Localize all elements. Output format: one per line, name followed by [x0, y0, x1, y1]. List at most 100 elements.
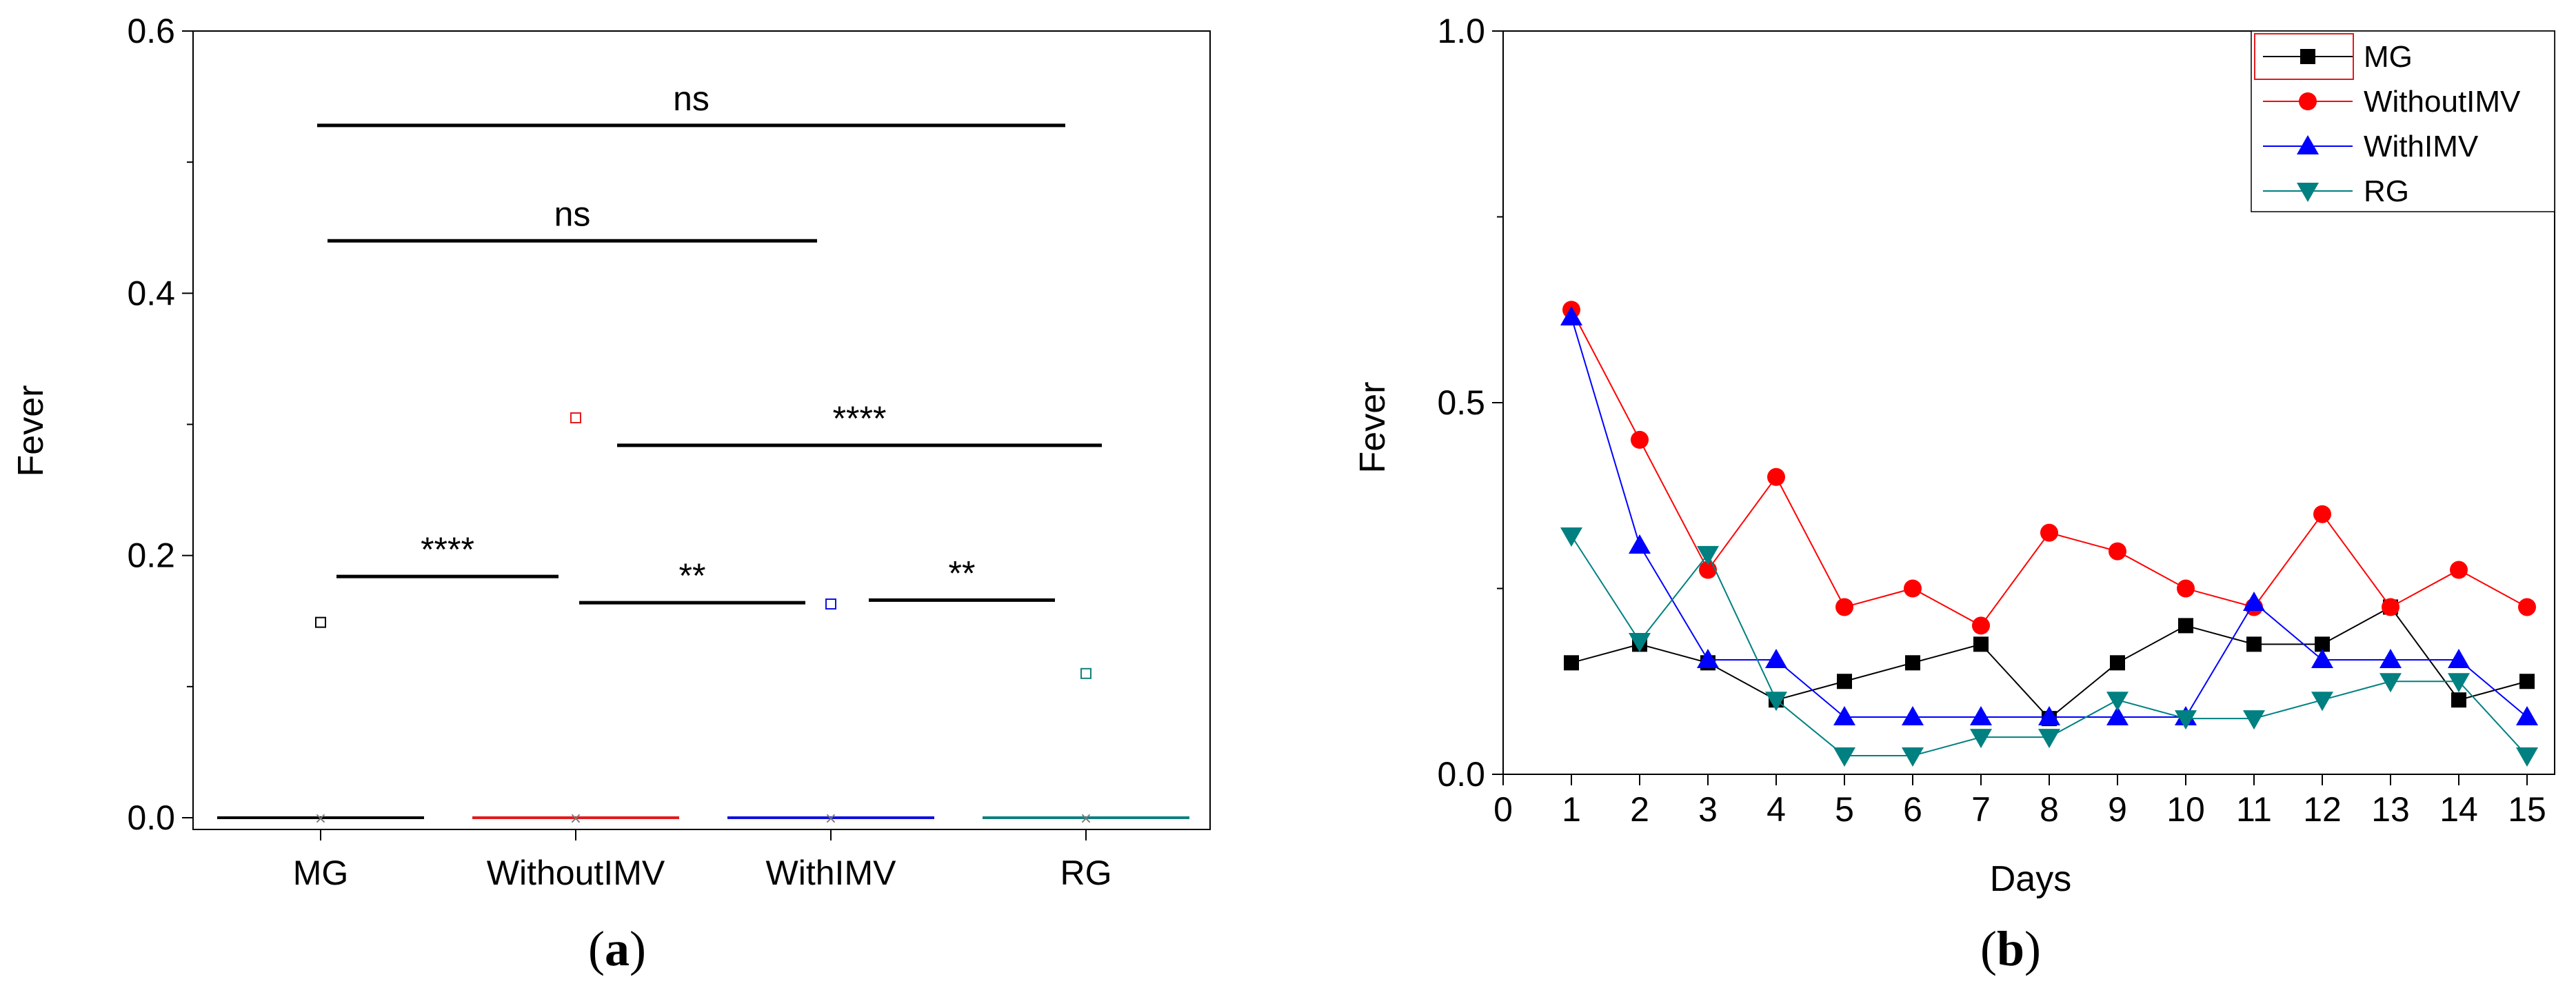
significance-label: **** — [421, 530, 474, 569]
box-WithIMV: × — [727, 598, 934, 827]
box-RG: × — [983, 667, 1189, 827]
data-point — [2379, 648, 2402, 668]
legend-label: MG — [2364, 40, 2413, 74]
data-point — [2299, 92, 2317, 110]
panel-a-label: (a) — [588, 921, 646, 976]
mean-marker — [315, 616, 326, 628]
data-point — [1837, 674, 1852, 689]
data-point — [1631, 430, 1649, 449]
significance-bar: ** — [869, 554, 1055, 602]
x-tick-label: WithoutIMV — [487, 854, 665, 892]
data-point — [1973, 636, 1989, 652]
data-point — [2379, 673, 2402, 693]
data-point — [2177, 579, 2195, 598]
data-point — [2106, 692, 2129, 712]
x-tick-label: 6 — [1903, 790, 1922, 829]
significance-label: ** — [949, 554, 976, 592]
legend-highlight — [2254, 33, 2354, 80]
data-point — [1902, 747, 1924, 767]
outlier-mark: × — [570, 810, 582, 827]
data-point — [2038, 729, 2060, 749]
x-tick-label: 3 — [1698, 790, 1718, 829]
data-point — [1629, 633, 1651, 653]
data-point — [1970, 705, 1992, 725]
data-point — [1905, 655, 1920, 671]
data-point — [1972, 616, 1990, 635]
data-point — [2450, 561, 2468, 579]
data-point — [1904, 579, 1922, 598]
data-point — [1970, 729, 1992, 749]
data-point — [1765, 692, 1787, 712]
data-point — [1697, 648, 1719, 668]
data-point — [2448, 673, 2470, 693]
x-tick-label: 14 — [2439, 790, 2478, 829]
significance-bar: ns — [317, 79, 1065, 128]
panel-a-y-axis: 0.0 0.2 0.4 0.6 — [127, 12, 193, 837]
x-tick-label: 13 — [2371, 790, 2410, 829]
data-point — [1560, 306, 1582, 326]
significance-label: ** — [679, 556, 706, 595]
x-tick-label: 2 — [1630, 790, 1649, 829]
panel-a-y-axis-label: Fever — [11, 385, 51, 477]
panel-b-y-axis: 0.0 0.5 1.0 — [1437, 12, 1503, 794]
data-point — [2106, 705, 2129, 725]
panel-b-legend: MG WithoutIMV WithIMV RG — [2251, 30, 2555, 212]
outlier-mark: × — [825, 810, 837, 827]
significance-label: ns — [554, 194, 591, 233]
data-point — [2246, 636, 2262, 652]
significance-bar: **** — [336, 530, 559, 578]
x-tick-label: MG — [293, 854, 349, 892]
data-point — [2311, 648, 2333, 668]
data-point — [2243, 591, 2265, 611]
data-point — [1835, 598, 1853, 616]
x-tick-label: 5 — [1835, 790, 1854, 829]
data-point — [2297, 135, 2319, 154]
legend-label: WithoutIMV — [2364, 85, 2521, 119]
x-tick-label: 12 — [2303, 790, 2342, 829]
panel-b-label: (b) — [1980, 921, 2041, 976]
x-tick-label: RG — [1060, 854, 1112, 892]
data-point — [2038, 705, 2060, 725]
outlier-mark: × — [314, 810, 327, 827]
legend-item-WithIMV: WithIMV — [2263, 130, 2479, 163]
data-point — [2110, 655, 2125, 671]
y-tick-label: 0.6 — [127, 12, 175, 50]
data-point — [2178, 618, 2193, 634]
x-tick-label: 9 — [2108, 790, 2127, 829]
data-point — [2297, 183, 2319, 202]
panel-b-x-axis: 0 1 2 3 4 5 6 7 8 9 10 11 12 13 14 15 — [1493, 774, 2546, 829]
data-point — [2382, 598, 2399, 616]
data-point — [1765, 648, 1787, 668]
x-tick-label: 7 — [1971, 790, 1991, 829]
y-tick-label: 0.5 — [1437, 383, 1485, 422]
y-tick-label: 0.2 — [127, 536, 175, 575]
data-point — [1902, 705, 1924, 725]
box-MG: × — [217, 616, 424, 827]
panel-a-x-axis: MG WithoutIMV WithIMV RG — [293, 829, 1112, 892]
panel-a-box-plot: 0.0 0.2 0.4 0.6 MG WithoutIMV WithIMV RG × × × × … — [11, 12, 1211, 976]
data-point — [2516, 747, 2538, 767]
y-tick-label: 0.0 — [127, 798, 175, 837]
data-point — [2516, 705, 2538, 725]
x-tick-label: 15 — [2508, 790, 2546, 829]
mean-marker — [1080, 667, 1091, 679]
mean-marker — [825, 598, 836, 610]
x-tick-label: 10 — [2166, 790, 2205, 829]
x-tick-label: 8 — [2040, 790, 2059, 829]
x-tick-label: 11 — [2236, 790, 2272, 829]
data-point — [1767, 467, 1785, 486]
series-WithoutIMV — [1562, 301, 2536, 635]
data-point — [2300, 49, 2315, 64]
legend-item-RG: RG — [2263, 174, 2409, 208]
panel-a-plot-frame — [192, 30, 1211, 830]
data-point — [2518, 598, 2536, 616]
x-tick-label: 0 — [1493, 790, 1513, 829]
significance-label: ns — [673, 79, 710, 118]
x-tick-label: WithIMV — [766, 854, 897, 892]
y-tick-label: 0.4 — [127, 274, 175, 312]
y-tick-label: 1.0 — [1437, 12, 1485, 50]
series-line — [1571, 309, 2528, 627]
outlier-mark: × — [1080, 810, 1092, 827]
data-point — [2451, 692, 2466, 708]
